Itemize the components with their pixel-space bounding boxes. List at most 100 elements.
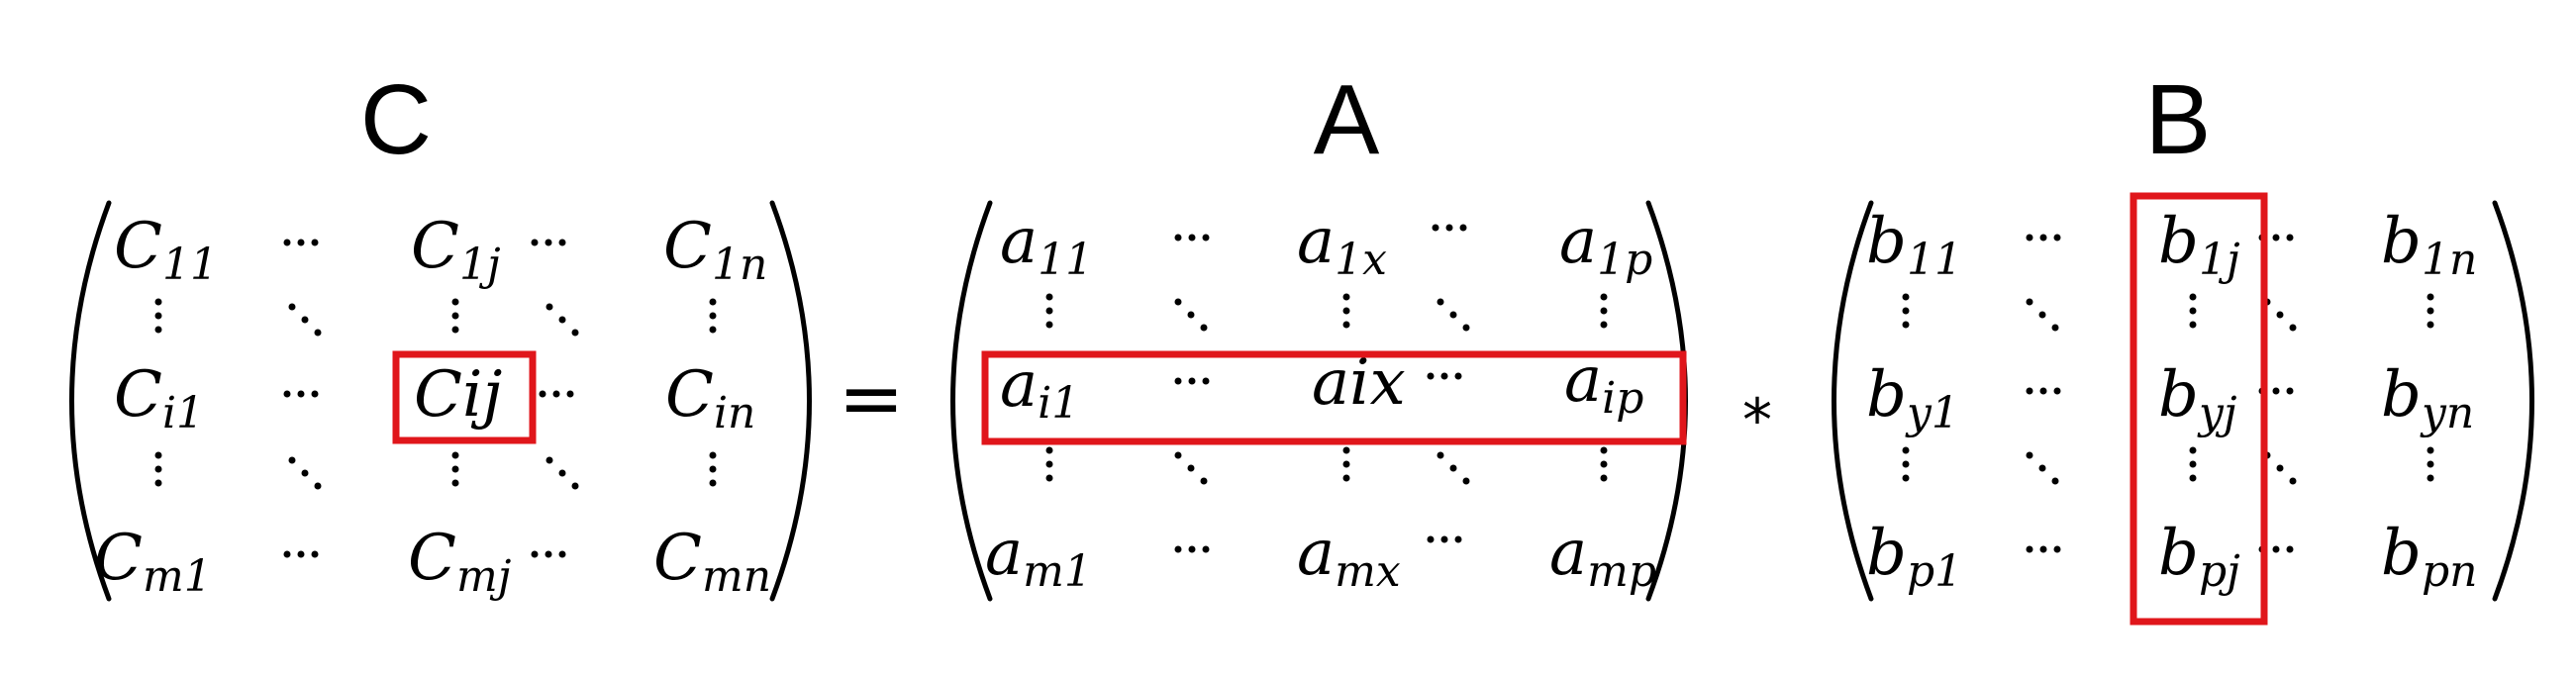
ellipsis-dot: [451, 312, 459, 320]
matrix-b-cell: bp1: [1866, 517, 1962, 597]
horizontal-ellipsis: [1174, 545, 1210, 553]
ellipsis-dot: [558, 469, 566, 477]
highlight-box-cij: [392, 350, 537, 444]
matrix-a-cell: aix: [1312, 346, 1406, 420]
ellipsis-dot: [558, 316, 566, 324]
diagonal-ellipsis: [288, 303, 322, 337]
ellipsis-dot: [1174, 234, 1182, 242]
ellipsis-dot: [1045, 460, 1053, 468]
ellipsis-dot: [2189, 293, 2197, 301]
ellipsis-dot: [451, 479, 459, 487]
ellipsis-dot: [2289, 477, 2297, 485]
vertical-ellipsis: [709, 298, 717, 334]
diagonal-ellipsis: [1437, 298, 1470, 332]
ellipsis-dot: [2427, 460, 2434, 468]
matrix-b-cell: bpj: [2158, 517, 2240, 597]
ellipsis-dot: [1187, 464, 1195, 472]
horizontal-ellipsis: [531, 239, 566, 246]
ellipsis-dot: [1200, 324, 1208, 332]
ellipsis-dot: [288, 303, 296, 311]
matrix-b-right-paren: [2492, 200, 2534, 602]
ellipsis-dot: [451, 465, 459, 473]
ellipsis-dot: [709, 479, 717, 487]
ellipsis-dot: [288, 456, 296, 464]
ellipsis-dot: [531, 550, 539, 558]
ellipsis-dot: [1045, 321, 1053, 329]
ellipsis-dot: [2026, 387, 2033, 395]
ellipsis-dot: [1187, 311, 1195, 319]
ellipsis-dot: [1188, 234, 1196, 242]
ellipsis-dot: [2038, 464, 2046, 472]
ellipsis-dot: [545, 550, 552, 558]
ellipsis-dot: [154, 298, 162, 306]
ellipsis-dot: [1342, 321, 1350, 329]
title-b: B: [2145, 64, 2212, 175]
ellipsis-dot: [1427, 535, 1435, 543]
ellipsis-dot: [2272, 545, 2280, 553]
vertical-ellipsis: [1045, 446, 1053, 482]
ellipsis-dot: [2039, 387, 2047, 395]
matrix-c-cell: C1n: [663, 210, 767, 290]
vertical-ellipsis: [154, 451, 162, 487]
ellipsis-dot: [1902, 307, 1910, 315]
ellipsis-dot: [297, 390, 305, 398]
ellipsis-dot: [1174, 377, 1182, 385]
matrix-b-cell: b1n: [2381, 205, 2477, 285]
vertical-ellipsis: [2427, 446, 2434, 482]
ellipsis-dot: [1045, 293, 1053, 301]
multiply-sign: *: [1742, 386, 1772, 455]
ellipsis-dot: [2026, 451, 2033, 459]
vertical-ellipsis: [1902, 446, 1910, 482]
ellipsis-dot: [154, 479, 162, 487]
matrix-c-cell: Cmn: [653, 522, 771, 602]
vertical-ellipsis: [1600, 293, 1608, 329]
ellipsis-dot: [1902, 474, 1910, 482]
diagonal-ellipsis: [2263, 451, 2297, 485]
ellipsis-dot: [558, 550, 566, 558]
horizontal-ellipsis: [1427, 535, 1462, 543]
ellipsis-dot: [2026, 234, 2033, 242]
ellipsis-dot: [1342, 474, 1350, 482]
matrix-a-cell: a1p: [1559, 205, 1652, 285]
ellipsis-dot: [1174, 545, 1182, 553]
ellipsis-dot: [2289, 324, 2297, 332]
horizontal-ellipsis: [2026, 545, 2061, 553]
ellipsis-dot: [154, 451, 162, 459]
ellipsis-dot: [1449, 464, 1457, 472]
ellipsis-dot: [709, 326, 717, 334]
ellipsis-dot: [1449, 311, 1457, 319]
vertical-ellipsis: [1342, 293, 1350, 329]
ellipsis-dot: [2427, 446, 2434, 454]
ellipsis-dot: [311, 390, 319, 398]
horizontal-ellipsis: [283, 550, 319, 558]
horizontal-ellipsis: [1427, 372, 1462, 380]
ellipsis-dot: [1174, 298, 1182, 306]
matrix-c-cell-highlighted: Cij: [414, 358, 502, 432]
ellipsis-dot: [1188, 545, 1196, 553]
matrix-b: b11 b1j b1n by1 byj byn bp1 bpj bpn: [1832, 192, 2534, 626]
ellipsis-dot: [1045, 474, 1053, 482]
ellipsis-dot: [571, 482, 579, 490]
vertical-ellipsis: [2189, 446, 2197, 482]
ellipsis-dot: [2427, 474, 2434, 482]
matrix-a-cell: ai1: [1000, 348, 1079, 429]
ellipsis-dot: [1600, 293, 1608, 301]
ellipsis-dot: [301, 316, 309, 324]
ellipsis-dot: [1432, 224, 1439, 232]
ellipsis-dot: [571, 329, 579, 337]
horizontal-ellipsis: [1174, 234, 1210, 242]
ellipsis-dot: [2189, 307, 2197, 315]
ellipsis-dot: [314, 329, 322, 337]
ellipsis-dot: [1174, 451, 1182, 459]
matrix-c-cell: Cm1: [94, 522, 212, 602]
matrix-c-right-paren: [769, 200, 812, 602]
matrix-c-cell: Ci1: [114, 358, 204, 438]
ellipsis-dot: [531, 239, 539, 246]
diagonal-ellipsis: [288, 456, 322, 490]
ellipsis-dot: [1902, 446, 1910, 454]
matrix-c-cell: Cin: [665, 358, 755, 438]
vertical-ellipsis: [1600, 446, 1608, 482]
diagonal-ellipsis: [545, 456, 579, 490]
ellipsis-dot: [539, 390, 546, 398]
